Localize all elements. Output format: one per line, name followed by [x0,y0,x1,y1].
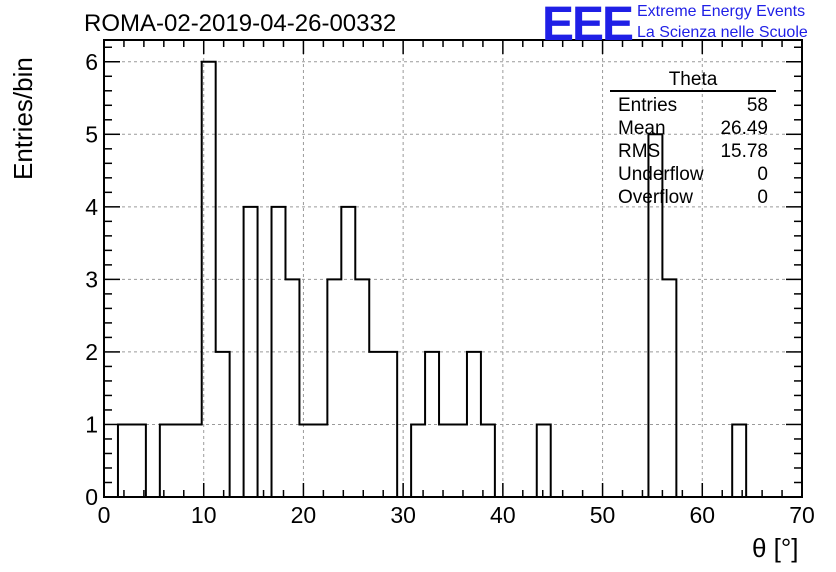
x-tick-label: 30 [390,502,416,528]
stats-value: 0 [757,187,768,208]
y-tick-label: 4 [85,194,98,220]
stats-label: Entries [618,95,678,116]
stats-value: 26.49 [720,118,768,139]
x-tick-label: 0 [98,502,111,528]
y-tick-label: 1 [85,411,98,437]
logo-line1: Extreme Energy Events [637,3,806,20]
x-tick-label: 70 [789,502,815,528]
stats-row-overflow: Overflow 0 [610,186,776,209]
stats-label: RMS [618,141,661,162]
x-tick-label: 40 [490,502,516,528]
stats-row-entries: Entries 58 [610,94,776,117]
y-axis-label: Entries/bin [8,57,38,180]
stats-label: Mean [618,118,666,139]
y-tick-label: 5 [85,121,98,147]
x-tick-label: 60 [689,502,715,528]
y-tick-label: 6 [85,49,98,75]
y-tick-label: 0 [85,484,98,510]
stats-label: Underflow [618,164,704,185]
stats-row-rms: RMS 15.78 [610,140,776,163]
y-tick-label: 2 [85,339,98,365]
stats-value: 58 [746,95,768,116]
plot-frame [103,39,803,498]
stats-value: 15.78 [720,141,768,162]
stats-label: Overflow [618,187,693,208]
stats-value: 0 [757,164,768,185]
x-tick-label: 50 [590,502,616,528]
x-axis-label: θ [°] [752,533,799,563]
y-tick-label: 3 [85,266,98,292]
x-tick-label: 20 [291,502,317,528]
stats-row-underflow: Underflow 0 [610,163,776,186]
stats-title: Theta [610,70,776,92]
x-tick-label: 10 [191,502,217,528]
eee-logo: EEE [542,0,634,51]
logo-line2: La Scienza nelle Scuole [637,24,808,41]
stats-box: Theta Entries 58 Mean 26.49 RMS 15.78 Un… [610,70,776,209]
chart-title: ROMA-02-2019-04-26-00332 [84,10,397,37]
stats-row-mean: Mean 26.49 [610,117,776,140]
